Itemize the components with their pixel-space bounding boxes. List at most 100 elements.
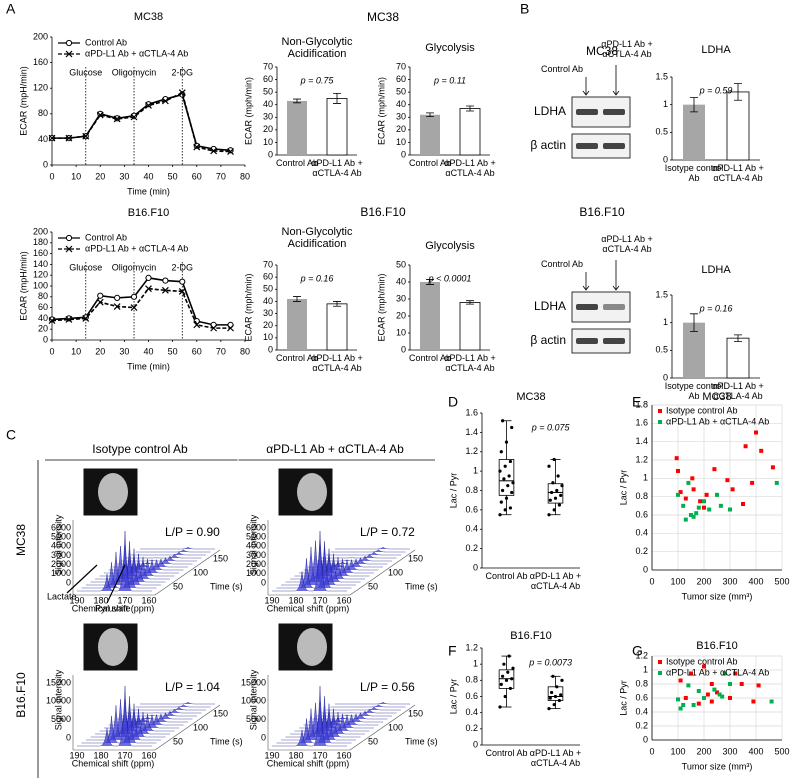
chart-title: Glycolysis xyxy=(425,240,475,252)
y-tick-label: 1.5 xyxy=(655,289,668,299)
spectrum-slice xyxy=(321,553,397,559)
data-point xyxy=(702,505,706,510)
data-point xyxy=(691,487,696,492)
data-point xyxy=(507,654,511,658)
series-line xyxy=(52,91,231,153)
data-point xyxy=(676,492,680,497)
x-tick-label: αPD-L1 Ab + αCTLA-4 Ab xyxy=(444,158,496,178)
data-point xyxy=(547,464,551,468)
lp-ratio: L/P = 0.72 xyxy=(360,525,415,539)
intensity-tick: 4000 xyxy=(51,541,71,551)
data-point xyxy=(560,678,564,682)
data-point xyxy=(686,683,691,688)
time-tick: 150 xyxy=(408,553,423,563)
data-point xyxy=(506,670,510,674)
data-point xyxy=(702,696,706,700)
data-point xyxy=(557,503,562,507)
data-point xyxy=(689,513,693,517)
p-value: p = 0.11 xyxy=(433,75,466,85)
data-point xyxy=(501,674,505,678)
data-point xyxy=(557,698,562,703)
panel-label: D xyxy=(448,394,458,410)
axis-label: Signal intensity xyxy=(248,514,258,575)
legend-label: Isotype control Ab xyxy=(666,656,738,666)
data-point xyxy=(733,671,738,676)
intensity-tick: 5000 xyxy=(246,532,266,542)
y-tick-label: 1 xyxy=(643,473,648,483)
time-tick: 100 xyxy=(193,722,208,732)
data-point xyxy=(550,490,554,495)
x-tick-label: αPD-L1 Ab + αCTLA-4 Ab xyxy=(311,158,363,178)
y-tick-label: 1 xyxy=(473,659,478,669)
y-tick-label: 40 xyxy=(263,99,273,109)
y-tick-label: 40 xyxy=(38,134,48,144)
x-tick-label: 20 xyxy=(95,346,105,356)
chart-title-box: MC38 xyxy=(134,11,163,23)
data-point xyxy=(130,293,138,300)
y-tick-label: 1.4 xyxy=(635,436,648,446)
intensity-tick: 1000 xyxy=(51,568,71,578)
data-point xyxy=(709,699,714,704)
data-point xyxy=(709,682,714,686)
x-tick-label: 300 xyxy=(722,746,737,756)
data-point xyxy=(698,499,703,504)
y-tick-label: 0.4 xyxy=(465,524,478,534)
x-tick-label: Isotype control Ab xyxy=(664,163,724,183)
arrow xyxy=(106,564,126,604)
y-tick-label: 60 xyxy=(263,272,273,282)
error-bar xyxy=(734,334,742,342)
y-tick-label: 120 xyxy=(33,270,48,280)
panel-label: G xyxy=(632,643,643,659)
y-tick-label: 1.5 xyxy=(655,71,668,81)
data-point xyxy=(551,674,555,678)
data-point xyxy=(507,474,511,478)
data-point xyxy=(750,480,755,485)
lane-label-box: Control Ab xyxy=(541,64,583,74)
panel-label: B xyxy=(520,1,529,17)
legend-label: αPD-L1 Ab + αCTLA-4 Ab xyxy=(85,48,188,58)
time-tick: 50 xyxy=(368,581,378,591)
data-point xyxy=(715,492,719,497)
x-tick-label-box: Control Ab xyxy=(275,158,319,168)
chart-title-box: MC38 xyxy=(702,391,731,403)
series-line xyxy=(52,93,231,152)
data-point xyxy=(504,440,509,444)
y-tick-label: 10 xyxy=(263,137,273,147)
data-point xyxy=(548,498,552,502)
data-point xyxy=(501,419,505,423)
chart-title: LDHA xyxy=(701,264,731,276)
x-tick-label: αPD-L1 Ab + αCTLA-4 Ab xyxy=(529,748,582,768)
x-tick-label: Control Ab xyxy=(408,353,452,363)
data-point xyxy=(774,480,779,485)
data-point xyxy=(756,683,761,688)
x-tick-label: Control Ab xyxy=(275,158,319,168)
y-tick-label: 1.6 xyxy=(465,407,478,417)
legend-label: αPD-L1 Ab + αCTLA-4 Ab xyxy=(666,667,769,677)
ppm-tick: 190 xyxy=(69,595,84,605)
chart-title-box: B16.F10 xyxy=(696,640,738,652)
chart-title-box: Non-Glycolytic Acidification xyxy=(281,226,353,250)
y-tick-label: 40 xyxy=(396,276,406,286)
spectrum-axis xyxy=(154,704,221,751)
y-tick-label: 40 xyxy=(396,99,406,109)
bar xyxy=(726,337,750,379)
y-tick-label: 0.4 xyxy=(635,706,648,716)
y-tick-label: 30 xyxy=(396,112,406,122)
lane-label: αPD-L1 Ab + αCTLA-4 Ab xyxy=(601,234,653,254)
data-point xyxy=(145,102,152,109)
legend-marker xyxy=(65,245,73,253)
y-tick-label: 200 xyxy=(33,226,48,236)
x-tick-label-box: αPD-L1 Ab + αCTLA-4 Ab xyxy=(311,353,362,373)
bar xyxy=(420,114,440,155)
data-point xyxy=(82,132,90,140)
x-tick-label: Control Ab xyxy=(275,353,319,363)
data-point xyxy=(547,707,551,711)
spectrum-axis xyxy=(349,704,416,751)
intensity-tick: 3000 xyxy=(246,550,266,560)
spectrum-slice xyxy=(272,685,347,747)
chart-title: Non-Glycolytic Acidification xyxy=(281,226,353,250)
data-point xyxy=(82,314,90,322)
data-point xyxy=(498,513,502,517)
y-axis-label: ECAR (mph/min) xyxy=(243,77,253,145)
group-title: B16.F10 xyxy=(360,205,406,219)
